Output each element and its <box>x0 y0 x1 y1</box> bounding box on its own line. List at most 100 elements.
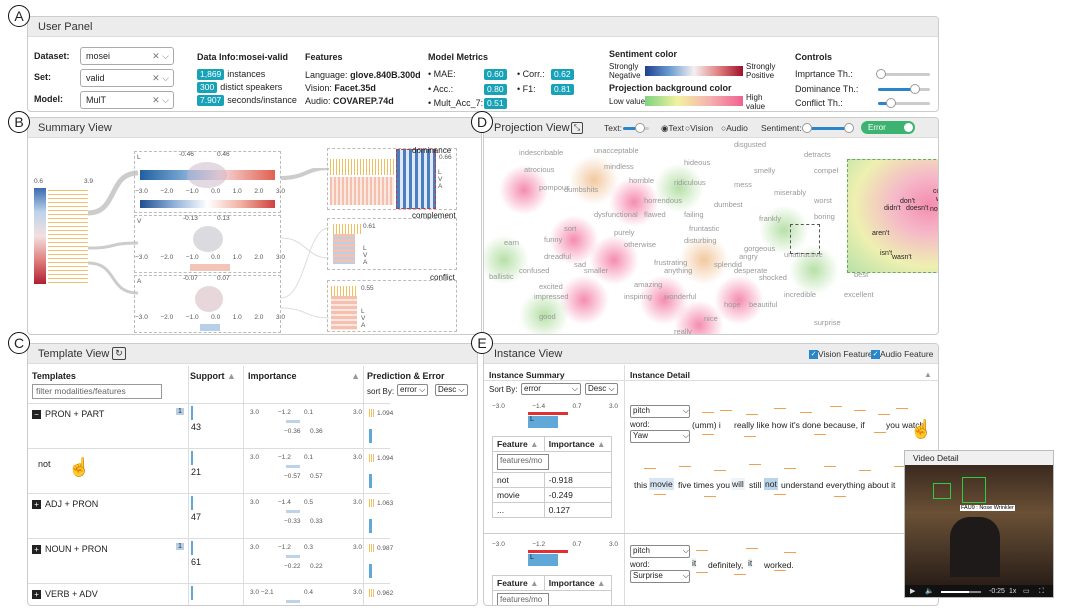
projection-word[interactable]: excellent <box>844 290 874 299</box>
reset-icon[interactable]: ↻ <box>112 347 126 360</box>
sentiment-slider[interactable] <box>802 123 854 133</box>
clear-chevron-icon[interactable]: ✕ ⌵ <box>152 51 169 61</box>
feature-row[interactable]: not -0.918 <box>492 472 613 488</box>
feature-row[interactable]: ... 0.127 <box>492 502 613 518</box>
inst-order-select[interactable]: Desc ⌵ <box>585 383 618 395</box>
pitch-select-2[interactable]: pitch ⌵ <box>630 545 690 558</box>
projection-canvas[interactable]: indescribable unacceptable disgusted detrac… <box>484 140 938 335</box>
video-speed[interactable]: 1x <box>1009 588 1017 595</box>
projection-word[interactable]: wonderful <box>664 292 697 301</box>
error-toggle[interactable]: Error <box>861 121 915 134</box>
projection-word[interactable]: frankly <box>759 214 782 223</box>
lens-selection[interactable] <box>790 224 820 254</box>
template-row[interactable]: + VERB + ADV 3.0 −2.1 0.4 3.0 0.962 <box>28 583 393 605</box>
projection-word[interactable]: purely <box>614 228 635 237</box>
projection-word[interactable]: smaller <box>584 266 609 275</box>
pitch-select-1[interactable]: pitch ⌵ <box>630 405 690 418</box>
audio-feature-checkbox[interactable]: ✓ Audio Feature <box>871 349 934 360</box>
zoom-word[interactable]: not <box>930 206 939 213</box>
col-importance[interactable]: Importance ▲ <box>543 436 613 452</box>
video-frame[interactable]: FAU9 : Nose Wrinkler <box>905 465 1053 585</box>
projection-word[interactable]: gorgeous <box>744 244 776 253</box>
vision-select-2[interactable]: Surprise ⌵ <box>630 570 690 583</box>
video-progress[interactable] <box>941 591 981 593</box>
radio-audio[interactable]: ○Audio <box>721 123 748 133</box>
projection-word[interactable]: miserably <box>774 188 807 197</box>
projection-word[interactable]: otherwise <box>624 240 657 249</box>
radio-vision[interactable]: ○Vision <box>685 123 714 133</box>
zoom-word[interactable]: couldn't <box>933 188 938 195</box>
projection-word[interactable]: best <box>854 270 869 279</box>
model-select[interactable]: MulT ✕ ⌵ <box>80 91 174 109</box>
expand-icon[interactable]: + <box>32 590 41 600</box>
projection-word[interactable]: frustrating <box>654 258 688 267</box>
text-slider[interactable] <box>623 123 649 133</box>
zoom-word[interactable]: aren't <box>872 230 890 237</box>
volume-icon[interactable]: 🔈 <box>925 588 934 595</box>
dataset-select[interactable]: mosei ✕ ⌵ <box>80 47 174 65</box>
projection-word[interactable]: incredible <box>784 290 817 299</box>
template-row[interactable]: + ADJ + PRON 47 3.0 −1.4 0.5 3.0 −0.33 0.33 1.063 <box>28 493 393 537</box>
projection-word[interactable]: beautiful <box>749 300 778 309</box>
set-select[interactable]: valid ✕ ⌵ <box>80 69 174 87</box>
pip-icon[interactable]: ▭ <box>1023 588 1030 595</box>
expand-icon[interactable]: ⤡ <box>571 122 583 134</box>
play-icon[interactable]: ▶ <box>910 588 916 595</box>
projection-word[interactable]: splendid <box>714 260 742 269</box>
collapse-icon[interactable]: − <box>32 410 41 420</box>
projection-word[interactable]: disgusted <box>734 140 767 149</box>
zoom-word[interactable]: doesn't <box>906 205 929 212</box>
projection-word[interactable]: fruntastic <box>689 224 720 233</box>
clear-chevron-icon[interactable]: ✕ ⌵ <box>152 73 169 83</box>
vision-select-1[interactable]: Yaw ⌵ <box>630 430 690 443</box>
radio-text[interactable]: ◉Text <box>661 123 685 133</box>
projection-word[interactable]: really <box>674 327 692 335</box>
features-filter-input[interactable]: features/mo <box>497 454 549 470</box>
projection-word[interactable]: earn <box>504 238 520 247</box>
projection-word[interactable]: mess <box>734 180 752 189</box>
zoom-word[interactable]: didn't <box>884 205 901 212</box>
projection-word[interactable]: detracts <box>804 150 831 159</box>
col-importance[interactable]: Importance ▲ <box>248 371 360 381</box>
projection-word[interactable]: amazing <box>634 280 663 289</box>
col-templates[interactable]: Templates <box>32 371 76 381</box>
projection-word[interactable]: horrible <box>629 176 655 185</box>
sort-arrow-icon[interactable]: ▲ <box>924 370 932 379</box>
projection-word[interactable]: ballistic <box>489 272 514 281</box>
projection-word[interactable]: dysfunctional <box>594 210 638 219</box>
projection-word[interactable]: smelly <box>754 166 776 175</box>
projection-word[interactable]: nice <box>704 314 718 323</box>
projection-word[interactable]: horrendous <box>644 196 682 205</box>
zoom-word[interactable]: don't <box>900 198 915 205</box>
projection-word[interactable]: pompous <box>539 183 570 192</box>
projection-word[interactable]: dreadful <box>544 252 572 261</box>
col-feature[interactable]: Feature ▲ <box>492 436 545 452</box>
feature-row[interactable]: movie -0.249 <box>492 487 613 503</box>
projection-word[interactable]: indescribable <box>519 148 564 157</box>
features-filter-input[interactable]: features/mo <box>497 593 549 605</box>
zoom-word[interactable]: wouldn't <box>936 196 938 203</box>
projection-word[interactable]: excited <box>539 282 563 291</box>
projection-word[interactable]: dumbest <box>714 200 743 209</box>
projection-word[interactable]: angry <box>739 252 758 261</box>
projection-word[interactable]: compel <box>814 166 839 175</box>
template-filter-input[interactable]: filter modalities/features <box>32 384 162 399</box>
projection-word[interactable]: anything <box>664 266 693 275</box>
fullscreen-icon[interactable]: ⛶ <box>1039 588 1044 595</box>
expand-icon[interactable]: + <box>32 500 41 510</box>
projection-word[interactable]: hideous <box>684 158 711 167</box>
projection-word[interactable]: ridiculous <box>674 178 706 187</box>
projection-word[interactable]: impressed <box>534 292 569 301</box>
projection-word[interactable]: hope <box>724 300 741 309</box>
vision-feature-checkbox[interactable]: ✓ Vision Feature <box>809 349 873 360</box>
sort-select[interactable]: error ⌵ <box>397 384 429 396</box>
projection-word[interactable]: boring <box>814 212 835 221</box>
template-row[interactable]: not 21 3.0 −1.2 0.1 3.0 −0.57 0.57 1.094 <box>28 448 393 492</box>
dominance-slider[interactable] <box>878 84 930 94</box>
projection-word[interactable]: inspiring <box>624 292 652 301</box>
expand-icon[interactable]: + <box>32 545 41 555</box>
projection-word[interactable]: shocked <box>759 273 787 282</box>
projection-word[interactable]: mindless <box>604 162 634 171</box>
projection-word[interactable]: sort <box>564 224 577 233</box>
